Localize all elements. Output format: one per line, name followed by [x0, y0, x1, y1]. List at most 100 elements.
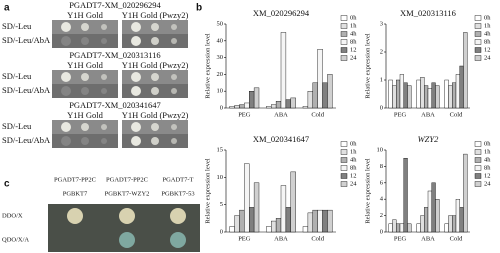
bar [327, 74, 333, 109]
column-label: PGBKT7-53 [161, 190, 194, 197]
row-label: DDO/X [2, 212, 23, 219]
bar [452, 215, 457, 233]
legend-label: 0h [350, 140, 357, 147]
legend-label: 1h [350, 22, 357, 29]
yeast-spot [131, 72, 141, 82]
legend-label: 8h [484, 38, 491, 45]
chart-title: XM_020296294 [253, 8, 310, 18]
bar [392, 85, 397, 109]
column-label: PGBKT7-WZY2 [105, 190, 150, 197]
bar [427, 88, 432, 109]
row-label: SD/-Leu/AbA [2, 135, 51, 145]
bar [388, 223, 393, 233]
column-label: Y1H Gold (Pwzy2) [122, 110, 189, 120]
bar [420, 76, 425, 109]
legend-label: 8h [350, 38, 357, 45]
panel-label: a [4, 3, 10, 14]
y-tick-label: 0 [220, 228, 223, 235]
construct-title: PGADT7-XM_020341647 [69, 100, 161, 110]
bar [407, 223, 412, 233]
yeast-spot [171, 74, 177, 80]
x-tick-label: ABA [274, 235, 288, 242]
yeast-spot [171, 38, 177, 44]
yeast-colony [170, 232, 186, 248]
bar [396, 79, 401, 109]
yeast-spot [101, 124, 107, 130]
bar [271, 104, 277, 109]
y-tick-label: 15 [217, 146, 224, 153]
yeast-spot [151, 37, 159, 45]
yeast-spot [131, 122, 141, 132]
column-label: Y1H Gold (Pwzy2) [122, 60, 189, 70]
legend-swatch [340, 149, 348, 155]
legend-label: 0h [484, 14, 491, 21]
legend-swatch [340, 55, 348, 61]
column-label: PGADT7-T [162, 176, 193, 183]
yeast-spot [101, 138, 107, 144]
legend-swatch [474, 149, 482, 155]
row-label: QDO/X/A [2, 236, 29, 243]
y-tick-label: 6 [380, 179, 384, 186]
legend-swatch [474, 157, 482, 163]
legend-swatch [474, 181, 482, 187]
legend-swatch [340, 15, 348, 21]
yeast-spot [131, 36, 141, 46]
yeast-spot [171, 24, 177, 30]
bar [431, 182, 436, 233]
y-tick-label: 10 [377, 146, 384, 153]
bar [444, 223, 449, 233]
yeast-spot [131, 22, 141, 32]
bar [407, 85, 412, 109]
x-tick-label: PEG [238, 235, 251, 242]
yeast-spot [81, 137, 89, 145]
bar [239, 209, 245, 233]
yeast-spot [61, 122, 71, 132]
yeast-spot [81, 123, 89, 131]
yeast-colony [119, 232, 135, 248]
y-axis-label: Relative expression level [204, 158, 211, 224]
yeast-spot [171, 138, 177, 144]
bar [452, 82, 457, 109]
legend-label: 24 [484, 54, 491, 61]
y-tick-label: 0 [220, 104, 223, 111]
yeast-spot [81, 87, 89, 95]
legend-label: 24 [350, 54, 357, 61]
bar [280, 185, 287, 233]
y-tick-label: 3 [380, 20, 383, 27]
chart-title: XM_020313116 [400, 8, 456, 18]
legend-label: 1h [350, 148, 357, 155]
yeast-spot [61, 36, 71, 46]
bar [403, 82, 408, 109]
y-axis-label: Relative expression level [204, 33, 211, 99]
bar [463, 153, 468, 233]
bar [444, 79, 449, 109]
yeast-spot [101, 38, 107, 44]
legend-swatch [474, 165, 482, 171]
bar [424, 85, 429, 109]
bar [271, 220, 277, 233]
legend-label: 12 [484, 172, 491, 179]
legend-swatch [340, 23, 348, 29]
bar [280, 32, 287, 109]
row-label: SD/-Leu [2, 71, 32, 81]
x-tick-label: ABA [274, 111, 288, 118]
row-label: SD/-Leu [2, 121, 32, 131]
legend-label: 4h [350, 30, 357, 37]
yeast-spot [81, 23, 89, 31]
yeast-colony [119, 208, 135, 224]
yeast-spot [61, 22, 71, 32]
bar [229, 106, 235, 109]
yeast-spot [81, 37, 89, 45]
yeast-spot [171, 124, 177, 130]
legend-label: 12 [484, 46, 491, 53]
legend-label: 0h [350, 14, 357, 21]
yeast-spot [151, 123, 159, 131]
chart-title: WZY2 [418, 134, 440, 144]
y-tick-label: 2 [380, 48, 383, 55]
chart-title: XM_020341647 [253, 134, 309, 144]
legend-label: 12 [350, 46, 357, 53]
legend-swatch [474, 39, 482, 45]
yeast-colony [67, 208, 83, 224]
yeast-spot [101, 74, 107, 80]
x-tick-label: ABA [421, 235, 435, 242]
